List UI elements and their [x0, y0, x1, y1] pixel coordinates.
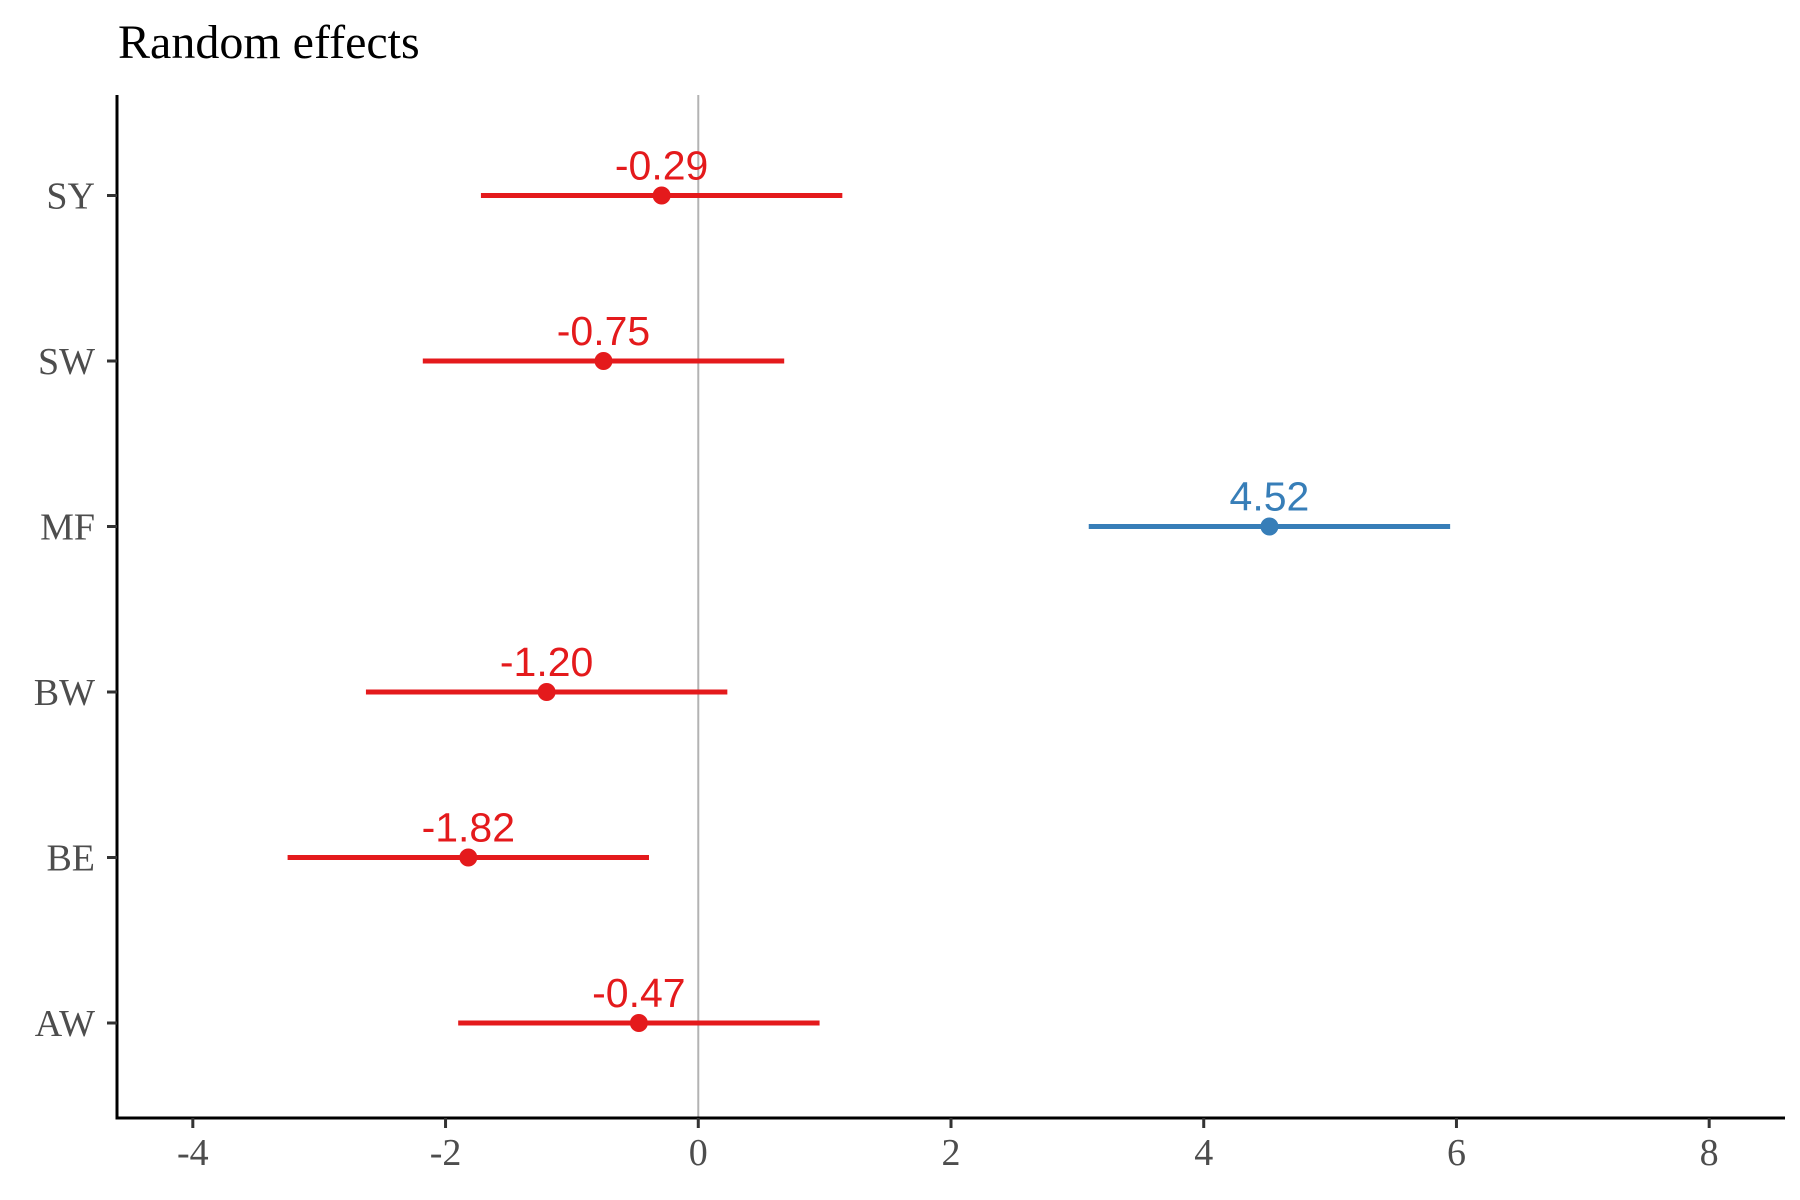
x-tick-label: -2 [430, 1132, 462, 1174]
point-bw [537, 683, 556, 701]
x-tick-label: 6 [1447, 1132, 1466, 1174]
y-tick-label: MF [40, 507, 95, 549]
x-tick-label: 2 [942, 1132, 961, 1174]
x-tick-label: 8 [1700, 1132, 1719, 1174]
chart-title: Random effects [118, 16, 420, 69]
point-be [459, 848, 478, 867]
value-label-sw: -0.75 [557, 308, 650, 354]
y-tick-label: SW [38, 341, 95, 383]
y-tick-label: AW [35, 1003, 95, 1045]
value-label-bw: -1.20 [500, 639, 593, 685]
x-tick-label: 0 [689, 1132, 708, 1174]
value-label-sy: -0.29 [615, 143, 708, 189]
value-label-mf: 4.52 [1230, 474, 1310, 520]
y-tick-label: SY [46, 176, 95, 218]
point-sw [594, 352, 613, 370]
value-label-aw: -0.47 [592, 970, 685, 1016]
point-sy [652, 186, 671, 205]
point-mf [1260, 517, 1279, 536]
plot-area: -4 -2 0 2 4 6 8 AW BE BW MF SW SY -0.47 -1.82 -1.20 4.52… [34, 95, 1785, 1174]
value-label-be: -1.82 [422, 805, 515, 851]
y-tick-label: BW [34, 672, 95, 714]
x-tick-label: 4 [1194, 1132, 1213, 1174]
y-tick-label: BE [46, 838, 95, 880]
x-tick-label: -4 [177, 1132, 209, 1174]
point-aw [629, 1014, 648, 1032]
